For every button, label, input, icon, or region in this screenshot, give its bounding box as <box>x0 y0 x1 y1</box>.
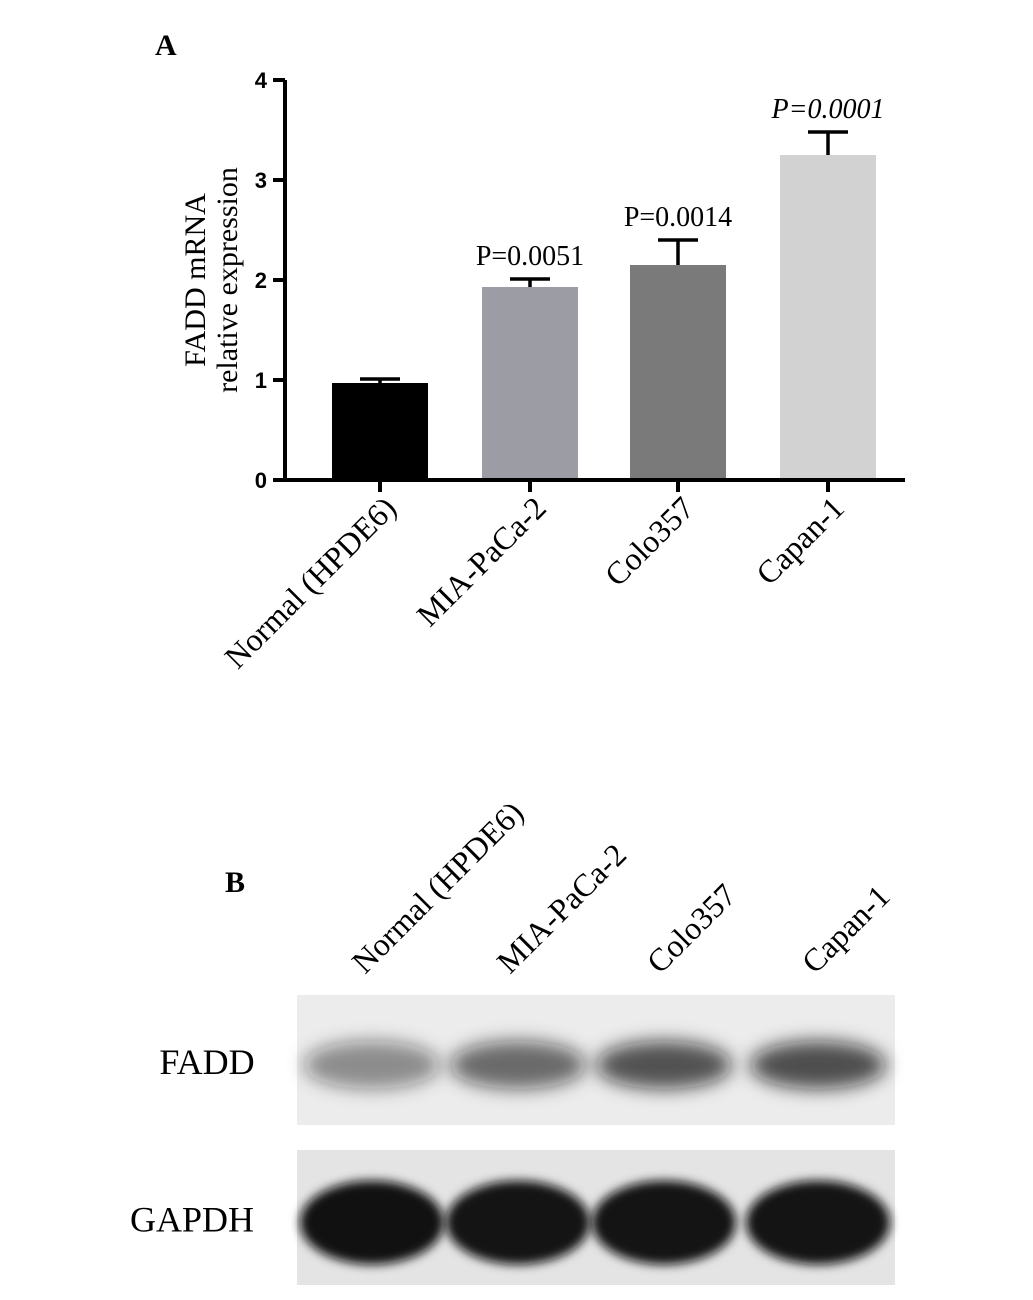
y-tick-label: 4 <box>255 68 268 93</box>
panel-label: B <box>225 866 245 899</box>
error-bar <box>360 377 400 383</box>
band <box>450 1041 586 1089</box>
y-tick-label: 1 <box>255 368 267 393</box>
bar <box>630 265 726 480</box>
bar <box>482 287 578 480</box>
blot: Normal (HPDE6)MIA-PaCa-2 Colo357 Capan-1FA… <box>130 794 897 1285</box>
y-tick-label: 3 <box>255 168 267 193</box>
error-bar <box>510 277 550 287</box>
y-axis-label: FADD mRNA <box>179 193 212 367</box>
error-bar <box>808 130 848 155</box>
x-tick-label: Capan-1 <box>749 489 851 591</box>
x-tick-label: Colo357 <box>598 489 701 592</box>
x-tick-label: MIA-PaCa-2 <box>409 489 553 633</box>
band <box>304 1041 440 1089</box>
axes <box>283 80 905 482</box>
band <box>750 1041 886 1089</box>
bar <box>780 155 876 480</box>
error-bar <box>658 238 698 265</box>
p-value: P=0.0001 <box>771 94 885 125</box>
y-tick-label: 2 <box>255 268 267 293</box>
band <box>746 1180 890 1265</box>
lane-label: MIA-PaCa-2 <box>489 836 633 980</box>
p-value: P=0.0014 <box>624 202 732 233</box>
band <box>300 1180 444 1265</box>
lane-label: Capan-1 <box>794 878 896 980</box>
row-label: FADD <box>159 1042 254 1082</box>
band <box>596 1041 732 1089</box>
row-label: GAPDH <box>130 1200 254 1240</box>
chart: FADD mRNA relative expression 0 1 2 3 4 Normal … <box>179 68 905 675</box>
band <box>446 1180 590 1265</box>
x-tick-label: Normal (HPDE6) <box>217 489 403 675</box>
y-axis-label: relative expression <box>211 167 244 393</box>
p-value: P=0.0051 <box>476 241 584 272</box>
lane-label: Colo357 <box>639 877 742 980</box>
panel-label: A <box>155 29 177 62</box>
bar <box>332 383 428 480</box>
band <box>592 1180 736 1265</box>
y-tick-label: 0 <box>255 468 267 493</box>
